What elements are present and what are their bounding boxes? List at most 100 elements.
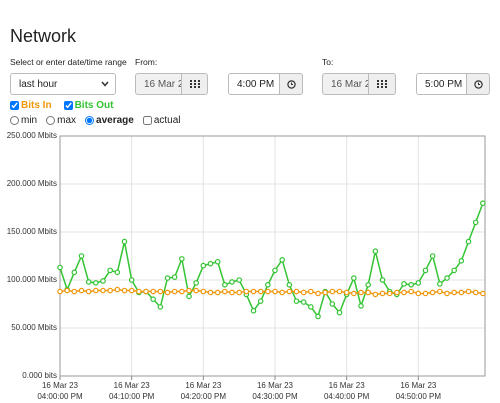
- mode-label: average: [96, 115, 134, 126]
- data-point: [408, 281, 414, 288]
- data-point: [143, 288, 149, 295]
- mode-option[interactable]: min: [10, 115, 37, 126]
- data-point: [286, 288, 293, 295]
- data-point: [480, 200, 486, 207]
- legend-checkbox[interactable]: [63, 101, 73, 110]
- actual-option[interactable]: actual: [142, 115, 181, 126]
- actual-checkbox[interactable]: [142, 116, 152, 125]
- data-point: [78, 287, 85, 294]
- data-point: [429, 253, 436, 259]
- data-point: [422, 267, 429, 274]
- legend-label: Bits In: [21, 100, 52, 111]
- data-point: [214, 258, 221, 265]
- data-point: [222, 288, 228, 295]
- page-title: Network: [10, 26, 77, 46]
- mode-label: max: [57, 115, 77, 126]
- data-point: [315, 290, 321, 297]
- mode-radio[interactable]: [46, 116, 56, 125]
- clock-button[interactable]: [466, 73, 490, 95]
- data-point: [186, 293, 192, 300]
- mode-option[interactable]: average: [85, 115, 134, 126]
- data-point: [171, 274, 178, 280]
- data-point: [200, 262, 207, 269]
- legend-label: Bits Out: [74, 100, 114, 111]
- data-point: [265, 288, 271, 295]
- y-tick-label: 150.000 Mbits: [7, 227, 57, 236]
- calendar-button[interactable]: [368, 73, 396, 95]
- data-point: [114, 286, 121, 293]
- data-point: [451, 289, 457, 296]
- to-time-text: 5:00 PM: [425, 78, 463, 90]
- data-point: [315, 313, 321, 320]
- x-tick-label: 04:50:00 PM: [396, 392, 442, 401]
- data-point: [451, 267, 457, 274]
- data-point: [480, 290, 486, 297]
- x-tick-label: 16 Mar 23: [42, 381, 79, 390]
- from-date[interactable]: 16 Mar 2: [135, 73, 182, 95]
- series-line: [59, 202, 484, 319]
- data-point: [250, 307, 257, 314]
- data-point: [236, 277, 242, 283]
- data-point: [71, 269, 78, 276]
- data-point: [207, 289, 214, 296]
- data-point: [71, 288, 78, 295]
- calendar-button[interactable]: [181, 73, 208, 95]
- calendar-icon: [377, 80, 387, 88]
- x-tick-label: 16 Mar 23: [329, 381, 366, 390]
- data-point: [200, 288, 207, 295]
- data-point: [444, 275, 450, 281]
- data-point: [372, 248, 379, 255]
- data-point: [136, 288, 142, 295]
- data-point: [444, 290, 450, 297]
- data-point: [121, 238, 128, 245]
- y-tick-label: 50.000 Mbits: [11, 323, 57, 332]
- range-label: Select or enter date/time range: [10, 57, 127, 67]
- mode-option[interactable]: max: [46, 115, 76, 126]
- legend-item[interactable]: Bits Out: [63, 100, 114, 111]
- data-point: [429, 289, 436, 296]
- data-point: [257, 298, 264, 304]
- data-point: [329, 288, 336, 295]
- data-point: [279, 289, 285, 296]
- range-select[interactable]: last hour: [10, 73, 116, 95]
- mode-label: min: [21, 115, 38, 126]
- data-point: [107, 287, 113, 294]
- data-point: [164, 289, 171, 296]
- data-point: [465, 288, 472, 295]
- data-point: [336, 309, 343, 316]
- legend-checkbox[interactable]: [10, 101, 19, 110]
- mode-radio[interactable]: [10, 116, 19, 125]
- data-point: [250, 288, 257, 295]
- data-point: [343, 289, 350, 296]
- clock-icon: [473, 79, 483, 89]
- data-point: [351, 275, 357, 281]
- data-point: [372, 291, 379, 298]
- x-tick-label: 16 Mar 23: [257, 381, 294, 390]
- mode-radio[interactable]: [85, 116, 95, 125]
- data-point: [222, 281, 228, 288]
- x-tick-label: 16 Mar 23: [400, 381, 437, 390]
- data-point: [272, 267, 278, 274]
- data-point: [265, 281, 271, 288]
- data-point: [308, 288, 314, 295]
- data-point: [379, 290, 386, 297]
- data-point: [193, 280, 199, 286]
- from-time[interactable]: 4:00 PM: [228, 73, 280, 95]
- data-point: [365, 289, 371, 296]
- data-point: [150, 288, 156, 295]
- data-point: [300, 289, 307, 296]
- data-point: [179, 288, 185, 295]
- data-point: [279, 257, 285, 263]
- dropdown-arrow: [101, 81, 109, 87]
- actual-label: actual: [153, 115, 181, 126]
- data-point: [322, 289, 328, 296]
- data-point: [229, 289, 235, 296]
- legend-item[interactable]: Bits In: [10, 100, 52, 111]
- data-point: [157, 288, 164, 295]
- data-point: [394, 289, 400, 296]
- clock-button[interactable]: [279, 73, 303, 95]
- from-date-text: 16 Mar 2: [144, 78, 182, 90]
- from-label: From:: [135, 57, 158, 67]
